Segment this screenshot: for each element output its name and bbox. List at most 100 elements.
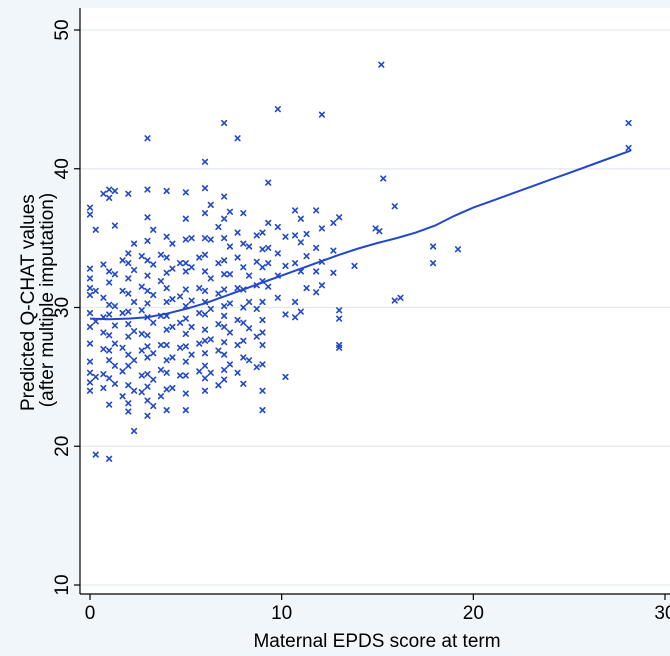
data-points	[86, 61, 632, 462]
data-point	[391, 203, 398, 210]
data-point	[245, 298, 253, 306]
data-point	[182, 343, 189, 350]
data-point	[130, 427, 138, 435]
data-point	[303, 253, 310, 260]
data-point	[106, 186, 113, 193]
data-point	[240, 337, 247, 344]
data-point	[106, 194, 113, 201]
data-point	[282, 262, 289, 269]
data-point	[429, 243, 437, 250]
data-point	[351, 262, 358, 269]
data-point	[157, 341, 165, 349]
y-tick-label-40: 40	[52, 158, 73, 179]
x-axis-ticks: 0 10 20 30	[85, 594, 670, 624]
data-point	[182, 407, 189, 414]
data-point	[201, 251, 209, 258]
data-point	[182, 236, 189, 243]
data-point	[318, 282, 326, 289]
data-point	[169, 384, 176, 392]
data-point	[125, 275, 132, 282]
data-point	[150, 291, 157, 299]
data-point	[201, 235, 209, 242]
data-point	[201, 158, 209, 165]
data-point	[265, 259, 272, 267]
data-point	[86, 309, 94, 317]
data-point	[138, 389, 145, 396]
data-point	[157, 251, 165, 258]
data-point	[221, 257, 228, 264]
smooth-fit-line	[89, 149, 631, 321]
data-point	[201, 311, 209, 318]
data-point	[397, 294, 404, 301]
data-point	[253, 333, 260, 340]
data-point	[144, 257, 151, 264]
data-point	[201, 350, 209, 357]
data-point	[144, 214, 151, 221]
data-point	[282, 233, 289, 240]
data-point	[196, 254, 203, 261]
data-point	[201, 362, 209, 369]
data-point	[106, 332, 113, 339]
data-point	[253, 364, 260, 371]
x-tick-label-20: 20	[463, 603, 484, 624]
data-point	[86, 284, 94, 292]
data-point	[106, 455, 113, 462]
data-point	[182, 259, 189, 267]
data-point	[144, 272, 151, 279]
data-point	[182, 358, 189, 365]
data-point	[201, 375, 209, 382]
data-point	[169, 240, 176, 247]
data-point	[157, 393, 165, 400]
data-point	[144, 237, 151, 244]
data-point	[282, 311, 289, 318]
data-point	[201, 210, 209, 217]
data-point	[188, 323, 195, 331]
data-point	[182, 330, 189, 337]
data-point	[92, 287, 99, 294]
data-point	[297, 308, 304, 315]
data-point	[221, 339, 228, 346]
data-point	[125, 259, 132, 267]
data-point	[215, 382, 222, 389]
data-point	[92, 373, 99, 380]
data-point	[226, 361, 234, 368]
data-point	[221, 286, 228, 293]
data-point	[226, 329, 234, 336]
data-point	[130, 240, 138, 247]
data-point	[201, 287, 209, 294]
data-point	[259, 407, 266, 414]
data-point	[150, 350, 157, 357]
data-point	[330, 269, 337, 276]
data-point	[125, 362, 132, 369]
data-point	[111, 380, 119, 387]
data-point	[138, 347, 145, 354]
data-point	[144, 135, 151, 142]
data-point	[106, 375, 113, 382]
data-point	[138, 253, 145, 260]
data-point	[313, 207, 320, 214]
data-point	[234, 135, 241, 142]
data-point	[215, 223, 222, 231]
data-point	[245, 272, 253, 279]
y-tick-label-50: 50	[52, 19, 73, 40]
data-point	[106, 311, 113, 318]
data-point	[297, 215, 304, 222]
data-point	[259, 387, 266, 394]
data-point	[150, 261, 157, 268]
y-axis-title: Predicted Q-CHAT values (after multiple …	[18, 189, 58, 411]
data-point	[391, 297, 398, 304]
data-point	[111, 362, 119, 369]
data-point	[144, 370, 151, 378]
data-point	[130, 327, 138, 335]
data-point	[86, 265, 94, 272]
data-point	[111, 271, 119, 278]
data-point	[303, 284, 310, 292]
data-point	[240, 319, 247, 326]
y-tick-label-30: 30	[52, 297, 73, 318]
y-axis-title-line-1: Predicted Q-CHAT values	[18, 194, 39, 411]
data-point	[111, 340, 119, 347]
data-point	[182, 390, 189, 397]
data-point	[234, 369, 241, 376]
data-point	[86, 379, 94, 386]
data-point	[259, 298, 266, 306]
